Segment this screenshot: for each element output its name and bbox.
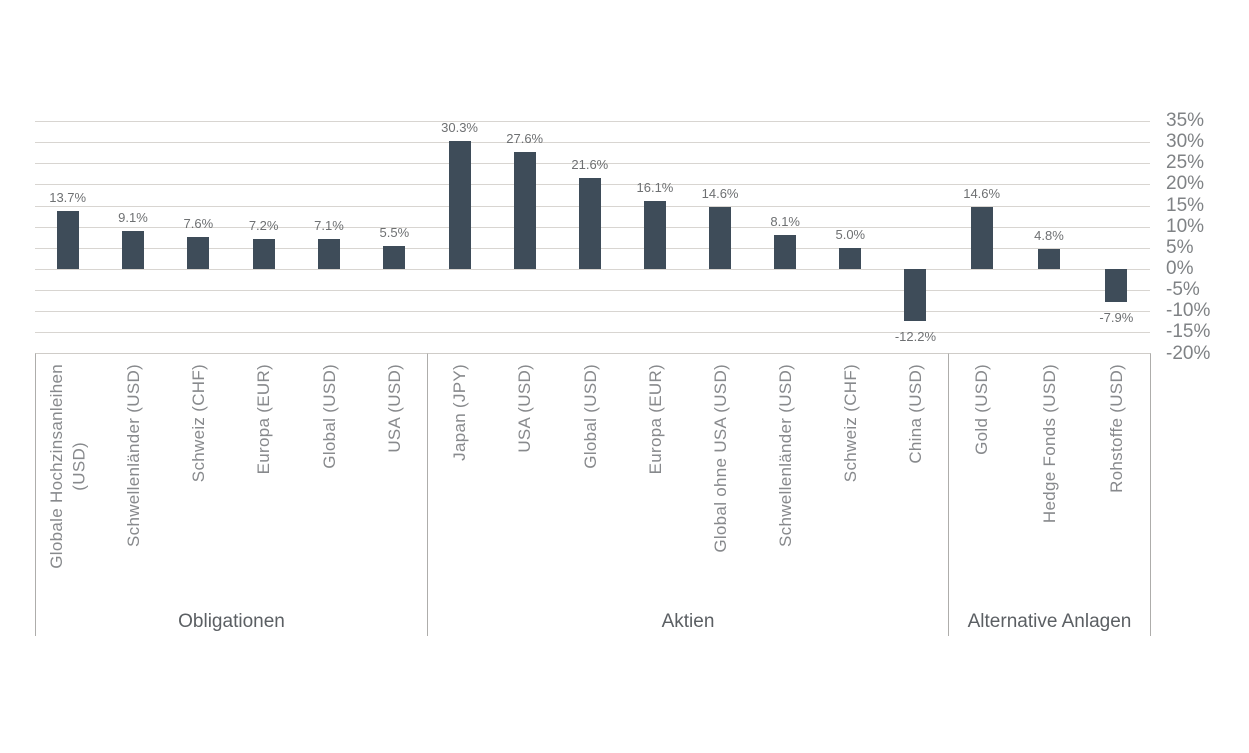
category-label: Global ohne USA (USD) bbox=[710, 364, 730, 553]
group-label: Aktien bbox=[661, 611, 715, 632]
bar bbox=[839, 247, 862, 269]
category-label: Europa (EUR) bbox=[645, 364, 665, 475]
y-axis-tick-label: 10% bbox=[1166, 215, 1205, 237]
value-label: 16.1% bbox=[636, 179, 674, 195]
category-group-box: Aktien Japan (JPY) USA (USD) Global (USD) Eu… bbox=[427, 353, 948, 636]
category-slot: Global (USD) bbox=[558, 364, 623, 602]
gridline bbox=[35, 311, 1150, 313]
category-slot: Hedge Fonds (USD) bbox=[1016, 364, 1083, 602]
category-slot: Schwellenländer (USD) bbox=[754, 364, 819, 602]
value-label: 5.5% bbox=[379, 224, 410, 240]
category-label: USA (USD) bbox=[515, 364, 535, 453]
value-label: 14.6% bbox=[963, 186, 1001, 202]
value-label: 4.8% bbox=[1034, 227, 1064, 243]
bar bbox=[709, 207, 732, 269]
bar bbox=[578, 177, 601, 269]
category-label: Global (USD) bbox=[580, 364, 600, 469]
gridline bbox=[35, 290, 1150, 292]
bar bbox=[1105, 268, 1128, 303]
gridline bbox=[35, 332, 1150, 334]
y-axis-tick-label: -15% bbox=[1166, 321, 1211, 343]
category-slot: Schweiz (CHF) bbox=[167, 364, 232, 602]
y-axis-tick-label: 5% bbox=[1166, 236, 1194, 258]
value-label: 7.6% bbox=[183, 215, 214, 231]
category-label: Hedge Fonds (USD) bbox=[1039, 364, 1059, 524]
bar bbox=[513, 152, 536, 269]
category-slot: Global ohne USA (USD) bbox=[689, 364, 754, 602]
category-label: China (USD) bbox=[906, 364, 926, 464]
category-slot: Japan (JPY) bbox=[428, 364, 493, 602]
bar bbox=[643, 200, 666, 269]
y-axis-tick-label: 15% bbox=[1166, 194, 1205, 216]
category-label: Global (USD) bbox=[319, 364, 339, 469]
y-axis-tick-label: 30% bbox=[1166, 131, 1205, 153]
category-slot: USA (USD) bbox=[493, 364, 558, 602]
value-label: 9.1% bbox=[118, 209, 148, 225]
category-slot: Rohstoffe (USD) bbox=[1084, 364, 1151, 602]
value-label: 5.0% bbox=[835, 226, 866, 242]
bar bbox=[187, 236, 210, 269]
category-label: Schwellenländer (USD) bbox=[123, 364, 143, 547]
category-group-box: Obligationen Globale Hochzinsanleihen (US… bbox=[35, 353, 427, 636]
bar bbox=[448, 140, 471, 269]
bar bbox=[252, 238, 275, 269]
category-group-box: Alternative Anlagen Gold (USD) Hedge Fonds… bbox=[948, 353, 1151, 636]
category-slot: USA (USD) bbox=[363, 364, 428, 602]
bar bbox=[318, 238, 340, 269]
value-label: 7.2% bbox=[248, 217, 279, 233]
gridline bbox=[35, 121, 1150, 122]
value-label: 8.1% bbox=[770, 213, 800, 229]
category-slot: Gold (USD) bbox=[949, 364, 1016, 602]
category-label: Rohstoffe (USD) bbox=[1107, 364, 1127, 493]
category-slot: Schwellenländer (USD) bbox=[101, 364, 166, 602]
gridline bbox=[35, 268, 1150, 270]
value-label: 21.6% bbox=[571, 156, 609, 172]
y-axis-tick-label: 20% bbox=[1166, 173, 1205, 195]
category-label: Gold (USD) bbox=[972, 364, 992, 455]
category-label: Japan (JPY) bbox=[450, 364, 470, 461]
category-slot: Europa (EUR) bbox=[623, 364, 688, 602]
category-slot: Schweiz (CHF) bbox=[819, 364, 884, 602]
gridline bbox=[35, 142, 1150, 144]
bar bbox=[383, 245, 406, 269]
category-label: USA (USD) bbox=[385, 364, 405, 453]
value-label: -7.9% bbox=[1099, 310, 1134, 326]
category-slot: Europa (EUR) bbox=[232, 364, 297, 602]
group-label: Obligationen bbox=[178, 611, 285, 632]
y-axis-tick-label: -20% bbox=[1166, 342, 1211, 364]
value-label: 7.1% bbox=[314, 217, 344, 233]
bar bbox=[970, 207, 993, 269]
category-label: Europa (EUR) bbox=[254, 364, 274, 475]
bar bbox=[774, 234, 797, 269]
category-slot: China (USD) bbox=[884, 364, 949, 602]
category-label: Schweiz (CHF) bbox=[841, 364, 861, 483]
y-axis-tick-label: 0% bbox=[1166, 257, 1194, 279]
value-label: 27.6% bbox=[506, 131, 544, 147]
category-label: Globale Hochzinsanleihen (USD) bbox=[47, 364, 89, 569]
value-label: -12.2% bbox=[894, 328, 937, 344]
y-axis-tick-label: 25% bbox=[1166, 152, 1205, 174]
category-slot: Global (USD) bbox=[297, 364, 362, 602]
bar bbox=[56, 211, 79, 269]
category-label: Schwellenländer (USD) bbox=[775, 364, 795, 547]
bar bbox=[904, 268, 927, 321]
group-label: Alternative Anlagen bbox=[967, 611, 1132, 632]
y-axis-tick-label: -5% bbox=[1166, 279, 1200, 301]
value-label: 13.7% bbox=[49, 190, 87, 206]
bar bbox=[122, 230, 144, 269]
bar bbox=[1038, 248, 1060, 269]
value-label: 30.3% bbox=[441, 119, 478, 135]
y-axis-tick-label: 35% bbox=[1166, 110, 1205, 131]
category-label: Schweiz (CHF) bbox=[189, 364, 209, 483]
gridline bbox=[35, 163, 1150, 165]
value-label: 14.6% bbox=[701, 186, 739, 202]
y-axis-tick-label: -10% bbox=[1166, 300, 1211, 322]
category-slot: Globale Hochzinsanleihen (USD) bbox=[36, 364, 101, 602]
